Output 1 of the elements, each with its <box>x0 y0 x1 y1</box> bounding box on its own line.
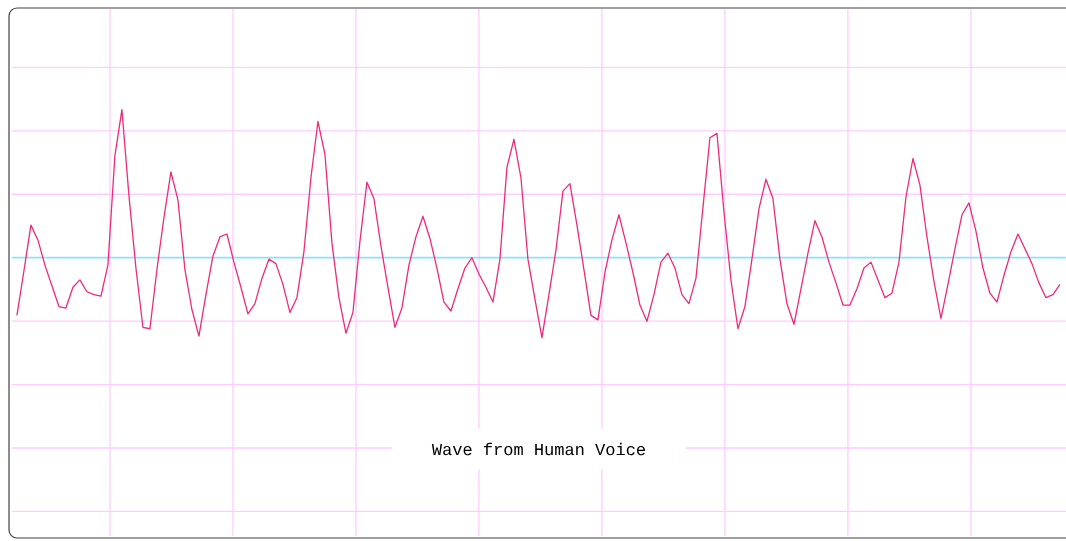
text: Wave from Human Voice <box>431 442 645 456</box>
